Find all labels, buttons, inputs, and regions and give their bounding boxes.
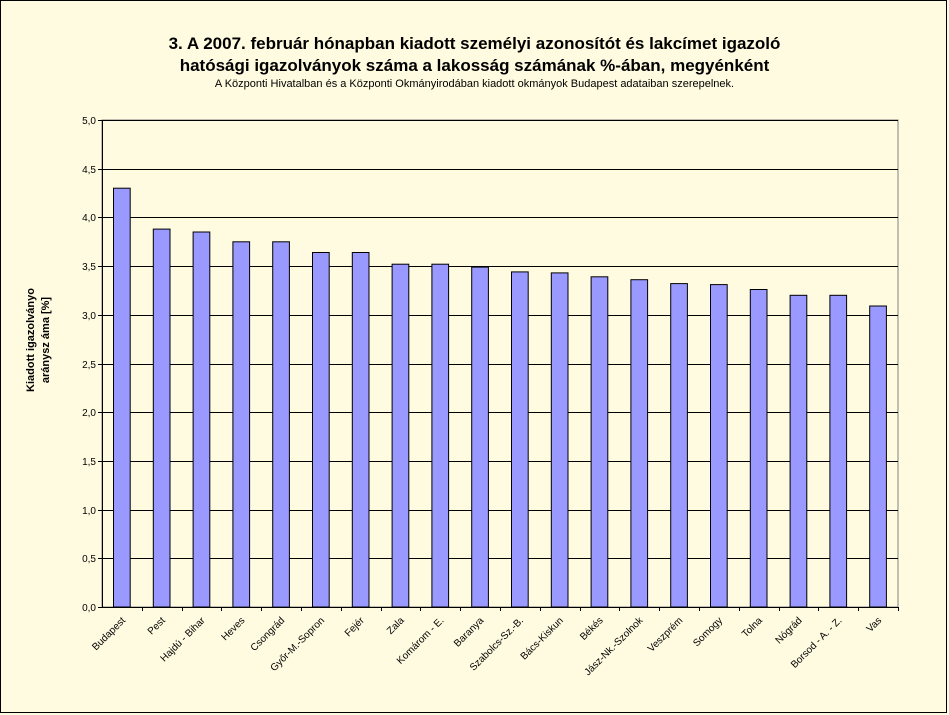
x-category-label: Baranya — [452, 615, 486, 649]
bar — [869, 305, 887, 608]
bar — [550, 272, 569, 608]
y-tick-label: 1,5 — [82, 457, 96, 468]
y-tick-label: 1,0 — [82, 506, 96, 517]
x-category-label: Békés — [578, 615, 605, 642]
x-category-label: Pest — [146, 615, 168, 637]
y-axis-label: aránysz áma [%] — [40, 297, 52, 384]
y-tick-label: 0,5 — [82, 554, 96, 565]
plot-area — [101, 119, 899, 608]
chart-title-line1: 3. A 2007. február hónapban kiadott szem… — [168, 34, 781, 53]
y-tick-label: 3,0 — [82, 311, 96, 322]
y-tick-label: 4,0 — [82, 213, 96, 224]
y-tick-label: 0,0 — [82, 603, 96, 614]
bar — [670, 283, 688, 608]
y-tick-label: 3,5 — [82, 262, 96, 273]
y-tick-label: 2,5 — [82, 360, 96, 371]
x-category-label: Zala — [385, 615, 407, 637]
bar — [471, 266, 489, 608]
y-tick-label: 4,5 — [82, 165, 96, 176]
bar — [590, 276, 609, 608]
bar — [113, 187, 131, 608]
y-tick-label: 2,0 — [82, 408, 96, 419]
bar — [192, 231, 211, 608]
bar — [511, 271, 529, 608]
bar — [630, 279, 649, 608]
x-category-label: Tolna — [740, 615, 765, 640]
bar — [789, 294, 808, 608]
x-category-label: Veszprém — [646, 615, 685, 654]
y-axis-label: Kiadott igazolványo — [25, 288, 37, 392]
bar — [312, 252, 330, 608]
x-category-label: Heves — [220, 615, 248, 643]
x-category-label: Somogy — [691, 615, 725, 649]
bar — [431, 263, 450, 608]
x-category-label: Nógrád — [774, 615, 805, 646]
x-category-label: Vas — [865, 615, 884, 634]
x-category-label: Fejér — [343, 615, 367, 639]
bar — [232, 241, 251, 608]
bar — [152, 228, 171, 608]
x-category-label: Bács-Kiskun — [519, 615, 566, 662]
x-category-label: Csongrád — [249, 615, 287, 653]
bar — [749, 289, 768, 608]
bar — [829, 294, 848, 608]
y-tick-label: 5,0 — [82, 116, 96, 127]
bar — [351, 252, 370, 608]
bar — [272, 241, 290, 608]
bar — [710, 284, 728, 608]
chart-subtitle: A Központi Hivatalban és a Központi Okmá… — [214, 78, 735, 90]
x-category-label: Budapest — [90, 615, 128, 653]
chart-title-line2: hatósági igazolványok száma a lakosság s… — [179, 56, 770, 75]
bar — [391, 263, 410, 608]
